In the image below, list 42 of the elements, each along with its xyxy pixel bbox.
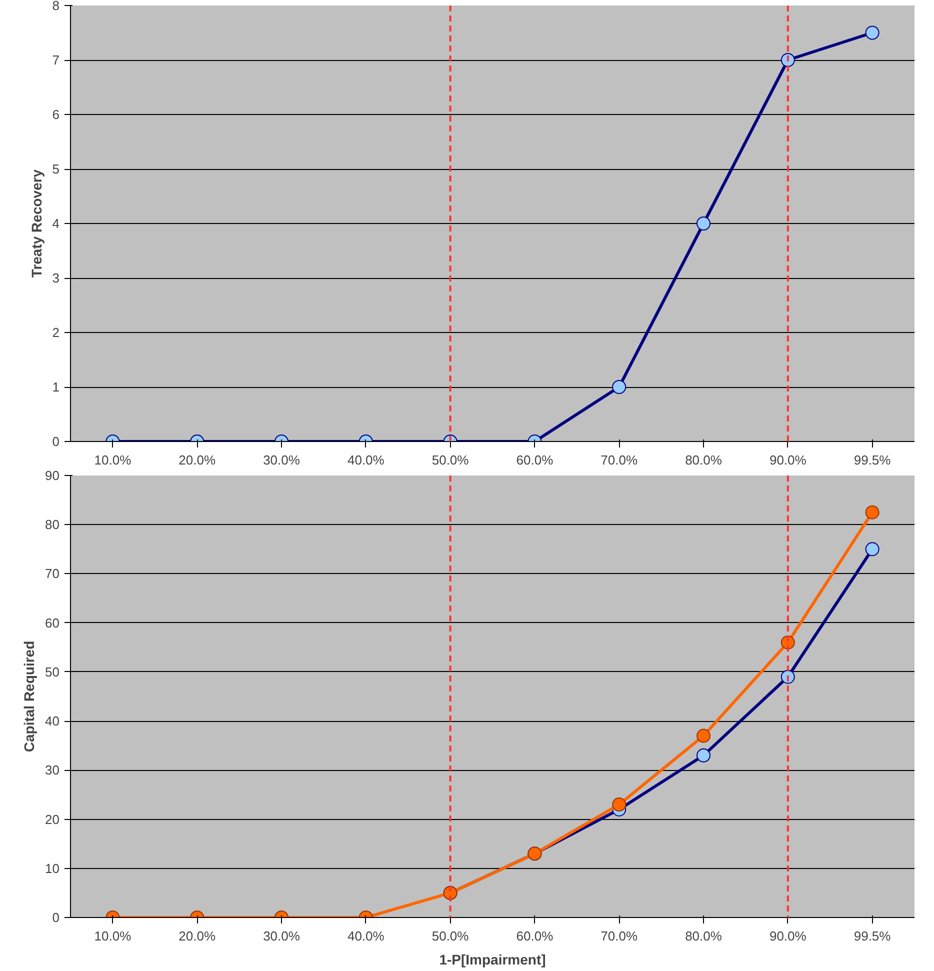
x-tick-label: 10.0% bbox=[94, 452, 132, 468]
y-tick-label: 10 bbox=[45, 860, 60, 876]
x-tick-label: 50.0% bbox=[432, 928, 470, 944]
y-tick-label: 5 bbox=[52, 162, 60, 176]
y-tick-label: 8 bbox=[52, 0, 60, 13]
x-tick-label: 60.0% bbox=[516, 928, 554, 944]
y-tick-label: 50 bbox=[45, 664, 60, 680]
x-tick-label: 90.0% bbox=[769, 928, 807, 944]
y-tick-label: 30 bbox=[45, 762, 60, 778]
y-tick-label: 1 bbox=[52, 380, 60, 394]
x-tick-label: 80.0% bbox=[685, 928, 722, 944]
x-tick-label: 10.0% bbox=[94, 928, 132, 944]
y-tick-label: 80 bbox=[45, 517, 60, 532]
y-axis-title: Treaty Recovery bbox=[28, 169, 44, 278]
x-tick-label: 99.5% bbox=[854, 452, 892, 468]
y-tick-label: 7 bbox=[52, 52, 60, 68]
y-axis-title: Capital Required bbox=[21, 640, 38, 752]
x-tick-label: 40.0% bbox=[347, 452, 385, 468]
y-tick-label: 4 bbox=[52, 216, 60, 231]
y-tick-label: 90 bbox=[45, 468, 60, 483]
x-tick-label: 30.0% bbox=[263, 928, 300, 944]
x-tick-label: 20.0% bbox=[178, 452, 216, 468]
y-tick-label: 70 bbox=[45, 566, 60, 582]
y-tick-label: 60 bbox=[45, 615, 60, 630]
y-tick-label: 0 bbox=[52, 434, 60, 449]
y-tick-label: 2 bbox=[52, 325, 60, 340]
x-tick-label: 20.0% bbox=[178, 928, 216, 944]
x-tick-label: 90.0% bbox=[769, 452, 807, 468]
x-axis-title: 1-P[Impairment] bbox=[439, 952, 546, 968]
x-tick-label: 40.0% bbox=[347, 928, 385, 944]
y-tick-label: 0 bbox=[52, 910, 60, 925]
x-tick-label: 80.0% bbox=[685, 452, 722, 468]
y-tick-label: 20 bbox=[45, 812, 60, 827]
x-tick-label: 70.0% bbox=[600, 452, 638, 468]
x-tick-label: 60.0% bbox=[516, 452, 554, 468]
x-tick-label: 99.5% bbox=[854, 928, 892, 944]
y-tick-label: 6 bbox=[52, 107, 60, 122]
x-tick-label: 30.0% bbox=[263, 452, 300, 468]
x-tick-label: 70.0% bbox=[600, 928, 638, 944]
y-tick-label: 40 bbox=[45, 714, 60, 729]
y-tick-label: 3 bbox=[52, 270, 60, 286]
x-tick-label: 50.0% bbox=[432, 452, 470, 468]
